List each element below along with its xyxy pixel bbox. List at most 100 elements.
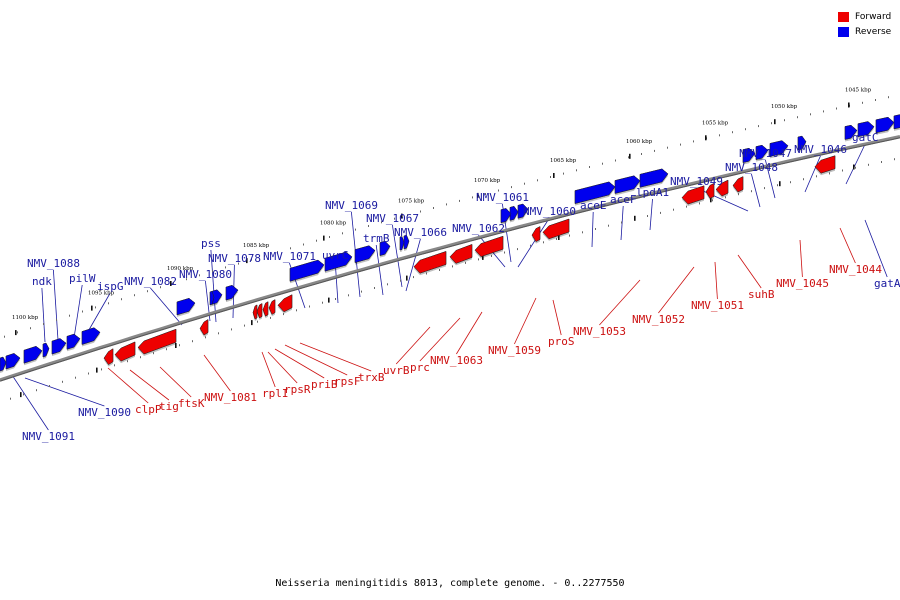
minor-tick <box>810 113 811 116</box>
forward-gene-face <box>103 348 114 365</box>
leader-line <box>839 227 856 264</box>
leader-line <box>24 377 105 407</box>
tick-label: 1100 kbp <box>12 315 39 321</box>
minor-tick <box>485 193 486 195</box>
gene-label: NMV_1046 <box>794 143 847 156</box>
minor-tick <box>127 360 128 363</box>
minor-tick <box>868 163 869 166</box>
minor-tick <box>114 364 115 367</box>
minor-tick <box>537 179 538 182</box>
minor-tick <box>368 225 369 227</box>
minor-tick <box>10 397 11 400</box>
forward-gene-face <box>137 328 177 355</box>
reverse-gene-face <box>875 116 895 134</box>
minor-tick <box>134 294 135 297</box>
minor-tick <box>43 323 44 325</box>
minor-tick <box>660 211 661 214</box>
reverse-gene-face <box>324 251 353 272</box>
reverse-gene-face <box>81 327 101 345</box>
leader-line <box>514 297 537 345</box>
leader-line <box>73 284 83 339</box>
reverse-gene-face <box>5 353 21 370</box>
minor-tick <box>400 279 401 282</box>
minor-tick <box>82 310 83 313</box>
gene-label: NMV_1049 <box>670 175 723 188</box>
leader-line <box>552 299 562 336</box>
minor-tick <box>751 190 752 193</box>
minor-tick <box>251 258 252 261</box>
minor-tick <box>719 134 720 137</box>
minor-tick <box>758 125 759 128</box>
minor-tick <box>101 368 102 371</box>
gene-label: ftsK <box>178 397 205 410</box>
label-leader-lines <box>11 143 888 431</box>
minor-tick <box>257 320 258 323</box>
minor-tick <box>381 221 382 224</box>
gene-label: NMV_1091 <box>22 430 75 443</box>
minor-tick <box>205 336 206 339</box>
leader-line <box>751 173 761 208</box>
major-tick <box>246 258 248 264</box>
tick-label: 1090 kbp <box>167 266 194 272</box>
minor-tick <box>342 232 343 235</box>
minor-tick <box>797 116 798 119</box>
gene-label: ndk <box>32 275 52 288</box>
minor-tick <box>160 286 161 289</box>
minor-tick <box>166 348 167 351</box>
minor-tick <box>335 298 336 300</box>
minor-tick <box>894 158 895 161</box>
gene-label: uvrC <box>322 249 349 262</box>
minor-tick <box>179 344 180 347</box>
minor-tick <box>732 131 733 134</box>
legend-forward-label: Forward <box>855 11 892 22</box>
gene-label: NMV_1066 <box>394 226 447 239</box>
leader-line <box>53 269 59 341</box>
gene-label: NMV_1053 <box>573 325 626 338</box>
gene-label: NMV_1069 <box>325 199 378 212</box>
minor-tick <box>218 332 219 335</box>
minor-tick <box>803 178 804 181</box>
gene-label: NMV_1067 <box>366 212 419 225</box>
reverse-gene-face <box>66 333 81 350</box>
major-tick <box>774 119 776 125</box>
scale-ticks: 1045 kbp 1050 kbp 1055 kbp 1060 kbp 1065 kbp… <box>4 88 895 400</box>
major-tick <box>328 297 330 303</box>
minor-tick <box>881 161 882 163</box>
minor-tick <box>823 110 824 113</box>
minor-tick <box>303 243 304 246</box>
minor-tick <box>238 262 239 265</box>
gene-label: NMV_1081 <box>204 391 257 404</box>
leader-line <box>159 366 192 398</box>
minor-tick <box>355 228 356 231</box>
forward-gene-face <box>732 176 744 193</box>
minor-tick <box>88 372 89 375</box>
reverse-gene-face <box>509 206 519 221</box>
minor-tick <box>738 193 739 196</box>
minor-tick <box>641 153 642 155</box>
major-tick <box>91 305 93 311</box>
leader-line <box>658 266 695 314</box>
tick-label: 1085 kbp <box>243 243 270 249</box>
backbone-line <box>0 134 900 382</box>
forward-gene-face <box>262 301 269 317</box>
gene-label: gatC <box>852 131 879 144</box>
gene-label: aceF <box>610 193 637 206</box>
gene-labels: gatC NMV_1046NMV_1047NMV_1048NMV_1049lpdA… <box>22 131 900 443</box>
minor-tick <box>17 331 18 334</box>
tick-label: 1060 kbp <box>626 139 653 145</box>
reverse-gene-face <box>500 208 512 224</box>
leader-line <box>804 155 821 193</box>
gene-label: pss <box>201 237 221 250</box>
minor-tick <box>582 231 583 234</box>
tick-label: 1050 kbp <box>771 104 798 110</box>
minor-tick <box>628 156 629 159</box>
leader-line <box>392 224 403 288</box>
minor-tick <box>836 107 837 110</box>
leader-line <box>107 367 149 404</box>
leader-line <box>85 292 111 336</box>
major-tick <box>848 102 850 108</box>
minor-tick <box>283 313 284 316</box>
minor-tick <box>693 140 694 143</box>
minor-tick <box>888 96 889 99</box>
tick-label: 1055 kbp <box>702 120 729 126</box>
